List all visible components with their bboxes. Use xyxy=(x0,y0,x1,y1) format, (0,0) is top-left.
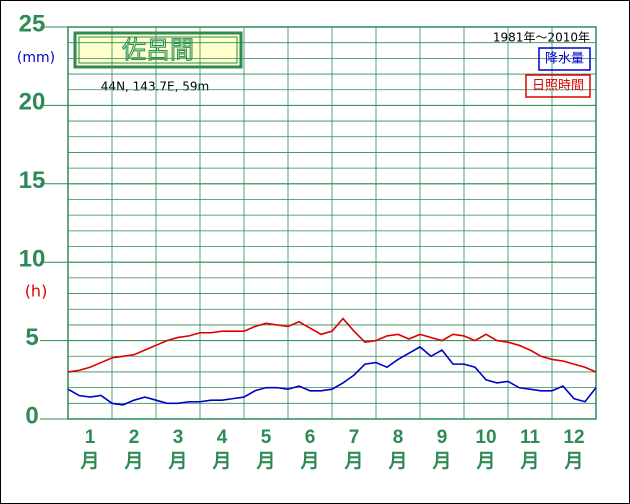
chart-title: 佐呂間 xyxy=(122,36,194,64)
legend-label: 日照時間 xyxy=(532,79,584,94)
x-unit-label: 月 xyxy=(211,451,231,472)
legend-box xyxy=(538,47,591,71)
legend-label: 降水量 xyxy=(545,52,584,67)
x-tick-label: 2 xyxy=(129,427,140,448)
x-tick-label: 10 xyxy=(475,427,496,448)
x-tick-label: 12 xyxy=(563,427,584,448)
x-tick-label: 8 xyxy=(393,427,404,448)
y-tick-label: 10 xyxy=(19,246,46,273)
x-tick-label: 1 xyxy=(85,427,96,448)
x-tick-label: 6 xyxy=(305,427,316,448)
x-tick-label: 4 xyxy=(217,427,228,448)
x-unit-label: 月 xyxy=(387,451,407,472)
y-tick-label: 0 xyxy=(25,402,38,429)
y-unit-left: (mm) xyxy=(17,50,55,66)
y-tick-label: 25 xyxy=(19,10,46,37)
x-tick-label: 9 xyxy=(437,427,448,448)
line-series xyxy=(67,345,597,406)
x-tick-label: 11 xyxy=(520,427,541,448)
y-tick-label: 20 xyxy=(19,89,46,116)
plot-border xyxy=(67,26,597,420)
x-unit-label: 月 xyxy=(431,451,451,472)
period: 1981年〜2010年 xyxy=(493,31,590,45)
title-box xyxy=(73,31,243,69)
x-unit-label: 月 xyxy=(475,451,495,472)
x-tick-label: 5 xyxy=(261,427,272,448)
line-series xyxy=(67,317,597,373)
x-unit-label: 月 xyxy=(343,451,363,472)
subtitle: 44N, 143.7E, 59m xyxy=(101,80,209,94)
x-unit-label: 月 xyxy=(519,451,539,472)
y-unit-right: (h) xyxy=(25,282,48,301)
x-unit-label: 月 xyxy=(123,451,143,472)
x-tick-label: 3 xyxy=(173,427,184,448)
y-tick-label: 5 xyxy=(25,324,38,351)
title-box-inner xyxy=(78,36,238,64)
x-unit-label: 月 xyxy=(563,451,583,472)
y-tick-label: 15 xyxy=(19,167,46,194)
x-unit-label: 月 xyxy=(255,451,275,472)
legend-box xyxy=(525,74,591,98)
x-unit-label: 月 xyxy=(79,451,99,472)
x-unit-label: 月 xyxy=(167,451,187,472)
x-unit-label: 月 xyxy=(299,451,319,472)
x-tick-label: 7 xyxy=(349,427,360,448)
